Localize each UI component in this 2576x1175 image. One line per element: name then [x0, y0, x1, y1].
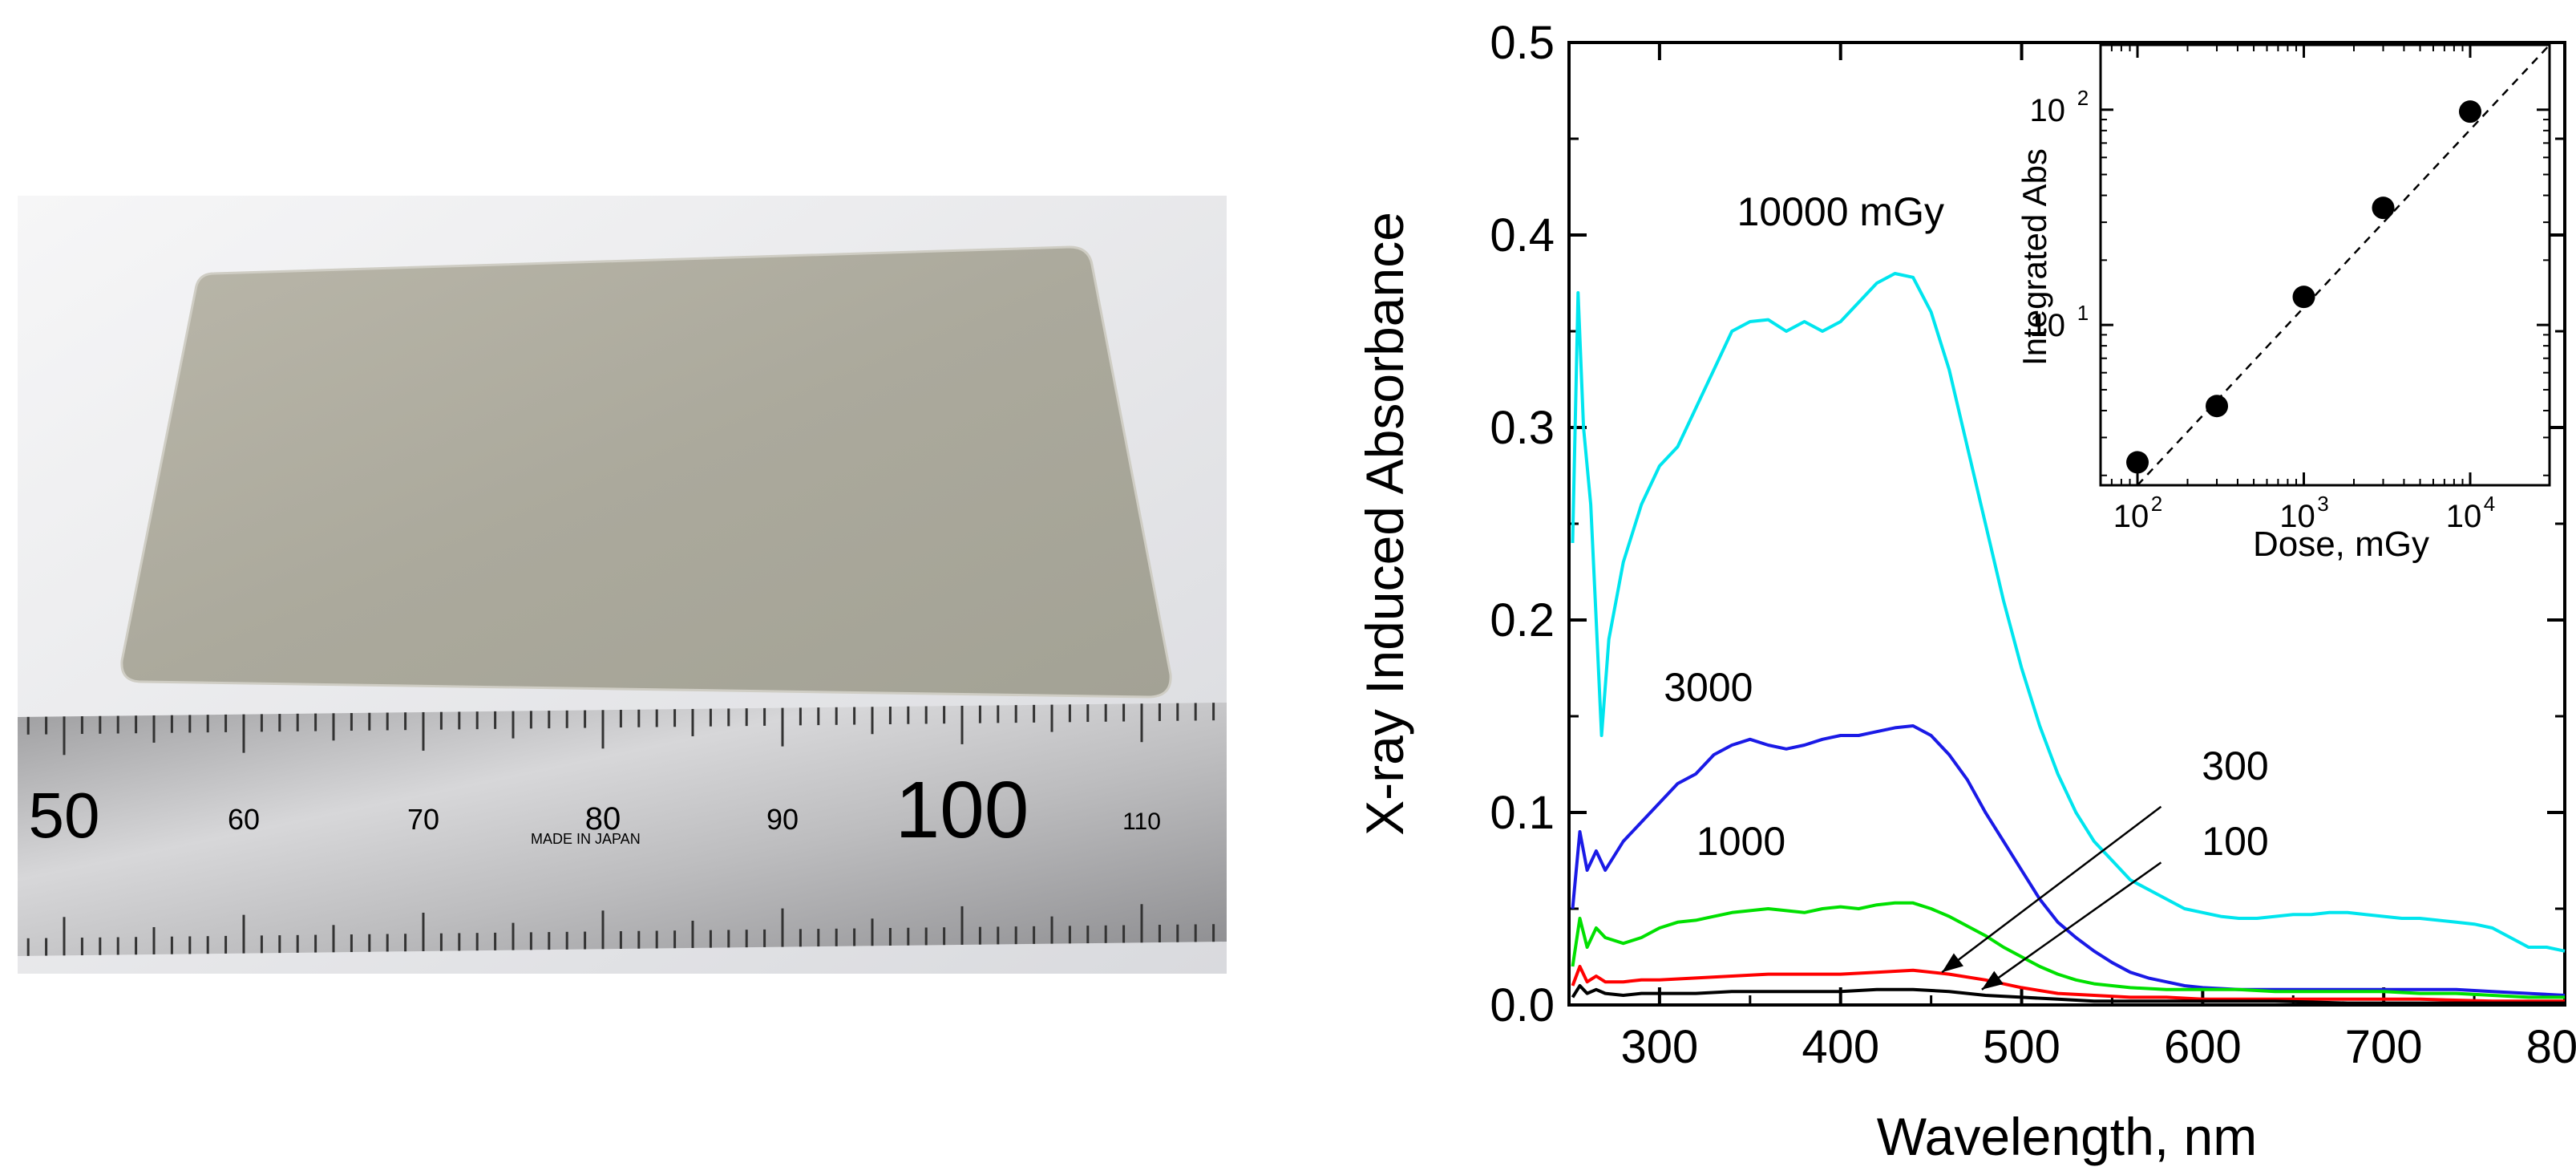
annotation-arrow-head — [1942, 953, 1963, 973]
main-axes: 300 400 500 600 700 800 0.0 0.1 0.2 0.3 0.4 0.5 Wave… — [1355, 17, 2576, 1166]
absorbance-chart: 300 400 500 600 700 800 0.0 0.1 0.2 0.3 0.4 0.5 Wave… — [1355, 17, 2576, 1166]
inset-x-tick-exponent: 2 — [2151, 492, 2162, 516]
annotation-arrow-head — [1981, 970, 2004, 990]
ruler-number: 70 — [407, 803, 439, 836]
y-tick-label: 0.0 — [1490, 979, 1555, 1031]
inset-data-point — [2206, 395, 2229, 418]
inset-y-tick-exponent: 2 — [2077, 86, 2089, 110]
x-tick-label: 300 — [1621, 1021, 1699, 1073]
series-annotation: 100 — [2202, 819, 2268, 864]
annotation-arrow-line — [1981, 861, 2162, 991]
inset-data-point — [2459, 100, 2482, 124]
series-line-3000 — [1571, 724, 2566, 997]
ruler-number: 80 — [585, 801, 621, 837]
inset-x-tick-exponent: 3 — [2317, 492, 2328, 516]
inset-y-axis-label: Integrated Abs — [2016, 148, 2053, 366]
annotation-arrow-line — [1941, 805, 2162, 974]
x-tick-label: 700 — [2345, 1021, 2423, 1073]
x-tick-label: 400 — [1802, 1021, 1879, 1073]
inset-x-tick-label: 10 — [2113, 499, 2149, 534]
series-line-100 — [1571, 984, 2565, 1005]
series-annotation: 3000 — [1664, 665, 1753, 710]
series-annotation: 10000 mGy — [1737, 189, 1943, 234]
inset-x-tick-exponent: 4 — [2484, 492, 2495, 516]
inset-x-tick-label: 10 — [2279, 499, 2315, 534]
inset-data-point — [2126, 451, 2149, 474]
y-tick-label: 0.1 — [1490, 787, 1555, 839]
series-line-1000 — [1571, 901, 2565, 999]
y-tick-label: 0.5 — [1490, 17, 1555, 69]
ruler-photo: 50 60 70 80 90 100 110 MADE IN JAPAN — [18, 196, 1227, 974]
ruler-number: 60 — [228, 803, 260, 836]
inset-plot-frame — [2099, 43, 2551, 487]
main-series — [1571, 272, 2566, 1005]
series-annotation: 1000 — [1696, 819, 1785, 864]
x-tick-label: 600 — [2164, 1021, 2242, 1073]
inset-y-tick-exponent: 1 — [2077, 301, 2089, 325]
inset-x-tick-label: 10 — [2446, 499, 2482, 534]
series-annotation: 300 — [2202, 743, 2268, 788]
ruler-number: 100 — [896, 765, 1029, 855]
inset-data-point — [2292, 286, 2315, 309]
y-tick-label: 0.4 — [1490, 209, 1555, 261]
y-tick-label: 0.3 — [1490, 402, 1555, 454]
ruler-mark: MADE IN JAPAN — [531, 831, 641, 847]
steel-ruler: 50 60 70 80 90 100 110 MADE IN JAPAN — [18, 703, 1227, 956]
inset-y-tick-label: 10 — [2030, 93, 2066, 128]
inset-points — [2126, 44, 2550, 486]
ruler-numbers: 50 60 70 80 90 100 110 — [29, 765, 1161, 855]
ruler-number: 110 — [1122, 808, 1161, 835]
series-line-300 — [1571, 965, 2565, 1003]
x-axis-label: Wavelength, nm — [1877, 1107, 2257, 1166]
y-tick-label: 0.2 — [1490, 594, 1555, 646]
inset-data-point — [2372, 197, 2395, 220]
ruler-number: 90 — [766, 803, 799, 836]
ruler-tick-marks — [26, 703, 1215, 956]
series-line-10000 — [1571, 272, 2566, 953]
x-tick-label: 800 — [2526, 1021, 2576, 1073]
x-tick-label: 500 — [1983, 1021, 2060, 1073]
sample-plate — [120, 245, 1172, 699]
ruler-number: 50 — [29, 780, 100, 851]
inset-y-tick-label: 10 — [2030, 308, 2066, 343]
y-axis-label: X-ray Induced Absorbance — [1355, 212, 1414, 836]
inset-x-axis-label: Dose, mGy — [2253, 525, 2429, 564]
main-annotations: 10000 mGy 3000 1000 300 100 — [1664, 189, 2269, 991]
